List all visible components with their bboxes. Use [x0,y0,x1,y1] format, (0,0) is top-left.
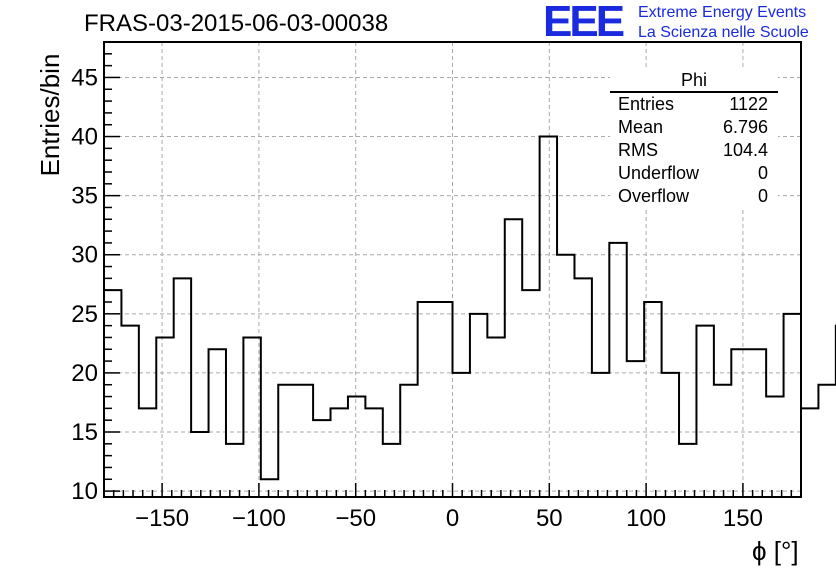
stats-key: Entries [618,94,675,114]
stats-box: Phi Entries 1122 Mean 6.796 RMS 104.4 Un… [610,70,778,208]
stats-value: 1122 [729,94,768,114]
y-tick-label: 30 [71,242,98,269]
eee-logo: EEE [543,0,625,46]
histogram-bin [557,255,574,497]
stats-key: Overflow [618,186,690,206]
stats-row-entries: Entries 1122 [610,93,778,116]
histogram-bin [470,314,487,497]
histogram-bin [627,361,644,497]
histogram-bin [696,326,713,497]
histogram-bin [592,373,609,497]
histogram-bin [209,349,226,497]
histogram-bin [453,373,470,497]
histogram-bin [609,243,626,497]
y-tick-label: 25 [71,301,98,328]
y-tick-label: 45 [71,64,98,91]
histogram-bin [156,337,173,497]
x-tick-label: −150 [135,505,189,532]
histogram-bin [121,326,138,497]
histogram-bin [104,290,121,497]
chart-title: FRAS-03-2015-06-03-00038 [84,10,389,37]
histogram-bin [749,349,766,497]
stats-value: 0 [757,163,768,183]
stats-key: RMS [618,140,658,160]
x-ticks: −150 −100 −50 0 50 100 150 [112,483,793,532]
histogram-bin [278,385,295,497]
histogram-bin [801,408,818,497]
histogram-bin [418,302,435,497]
histogram-bin [784,314,801,497]
stats-key: Mean [618,117,664,137]
y-tick-label: 10 [71,478,98,505]
x-tick-label: −50 [335,505,376,532]
stats-value: 6.796 [722,117,768,137]
stats-row-mean: Mean 6.796 [610,116,778,139]
histogram-bin [818,385,835,497]
histogram-bin [174,278,191,497]
x-axis-label: ϕ [°] [752,536,799,566]
stats-row-overflow: Overflow 0 [610,185,778,208]
histogram-bin [714,385,731,497]
x-tick-label: 100 [626,505,666,532]
y-tick-label: 40 [71,124,98,151]
histogram-bin [505,219,522,497]
histogram-bin [243,337,260,497]
histogram-bin [522,290,539,497]
stats-value: 104.4 [722,140,768,160]
y-ticks: 10 15 20 25 30 35 40 45 [71,53,120,505]
x-tick-label: −100 [232,505,286,532]
histogram-bin [331,408,348,497]
y-tick-label: 35 [71,183,98,210]
histogram-bin [348,397,365,497]
histogram-bin [400,385,417,497]
histogram-bin [226,444,243,497]
stats-value: 0 [757,186,768,206]
x-tick-label: 50 [536,505,563,532]
histogram-bin [435,302,452,497]
histogram-bin [679,444,696,497]
x-tick-label: 0 [446,505,459,532]
logo-line-2: La Scienza nelle Scuole [638,24,809,41]
histogram-bin [731,349,748,497]
stats-title: Phi [610,70,778,93]
stats-row-rms: RMS 104.4 [610,139,778,162]
histogram-bin [487,337,504,497]
histogram-bin [365,408,382,497]
histogram-bin [296,385,313,497]
histogram-bin [662,373,679,497]
histogram-bin [261,479,278,497]
grid-lines [104,42,801,497]
x-tick-label: 150 [723,505,763,532]
histogram-bin [540,137,557,497]
histogram-bin [383,444,400,497]
y-tick-label: 15 [71,419,98,446]
stats-key: Underflow [618,163,700,183]
histogram-bin [644,302,661,497]
logo-line-1: Extreme Energy Events [638,4,807,21]
stats-row-underflow: Underflow 0 [610,162,778,185]
histogram-bin [139,408,156,497]
histogram-bin [574,278,591,497]
histogram-bin [766,397,783,497]
histogram-bin [191,432,208,497]
y-tick-label: 20 [71,360,98,387]
